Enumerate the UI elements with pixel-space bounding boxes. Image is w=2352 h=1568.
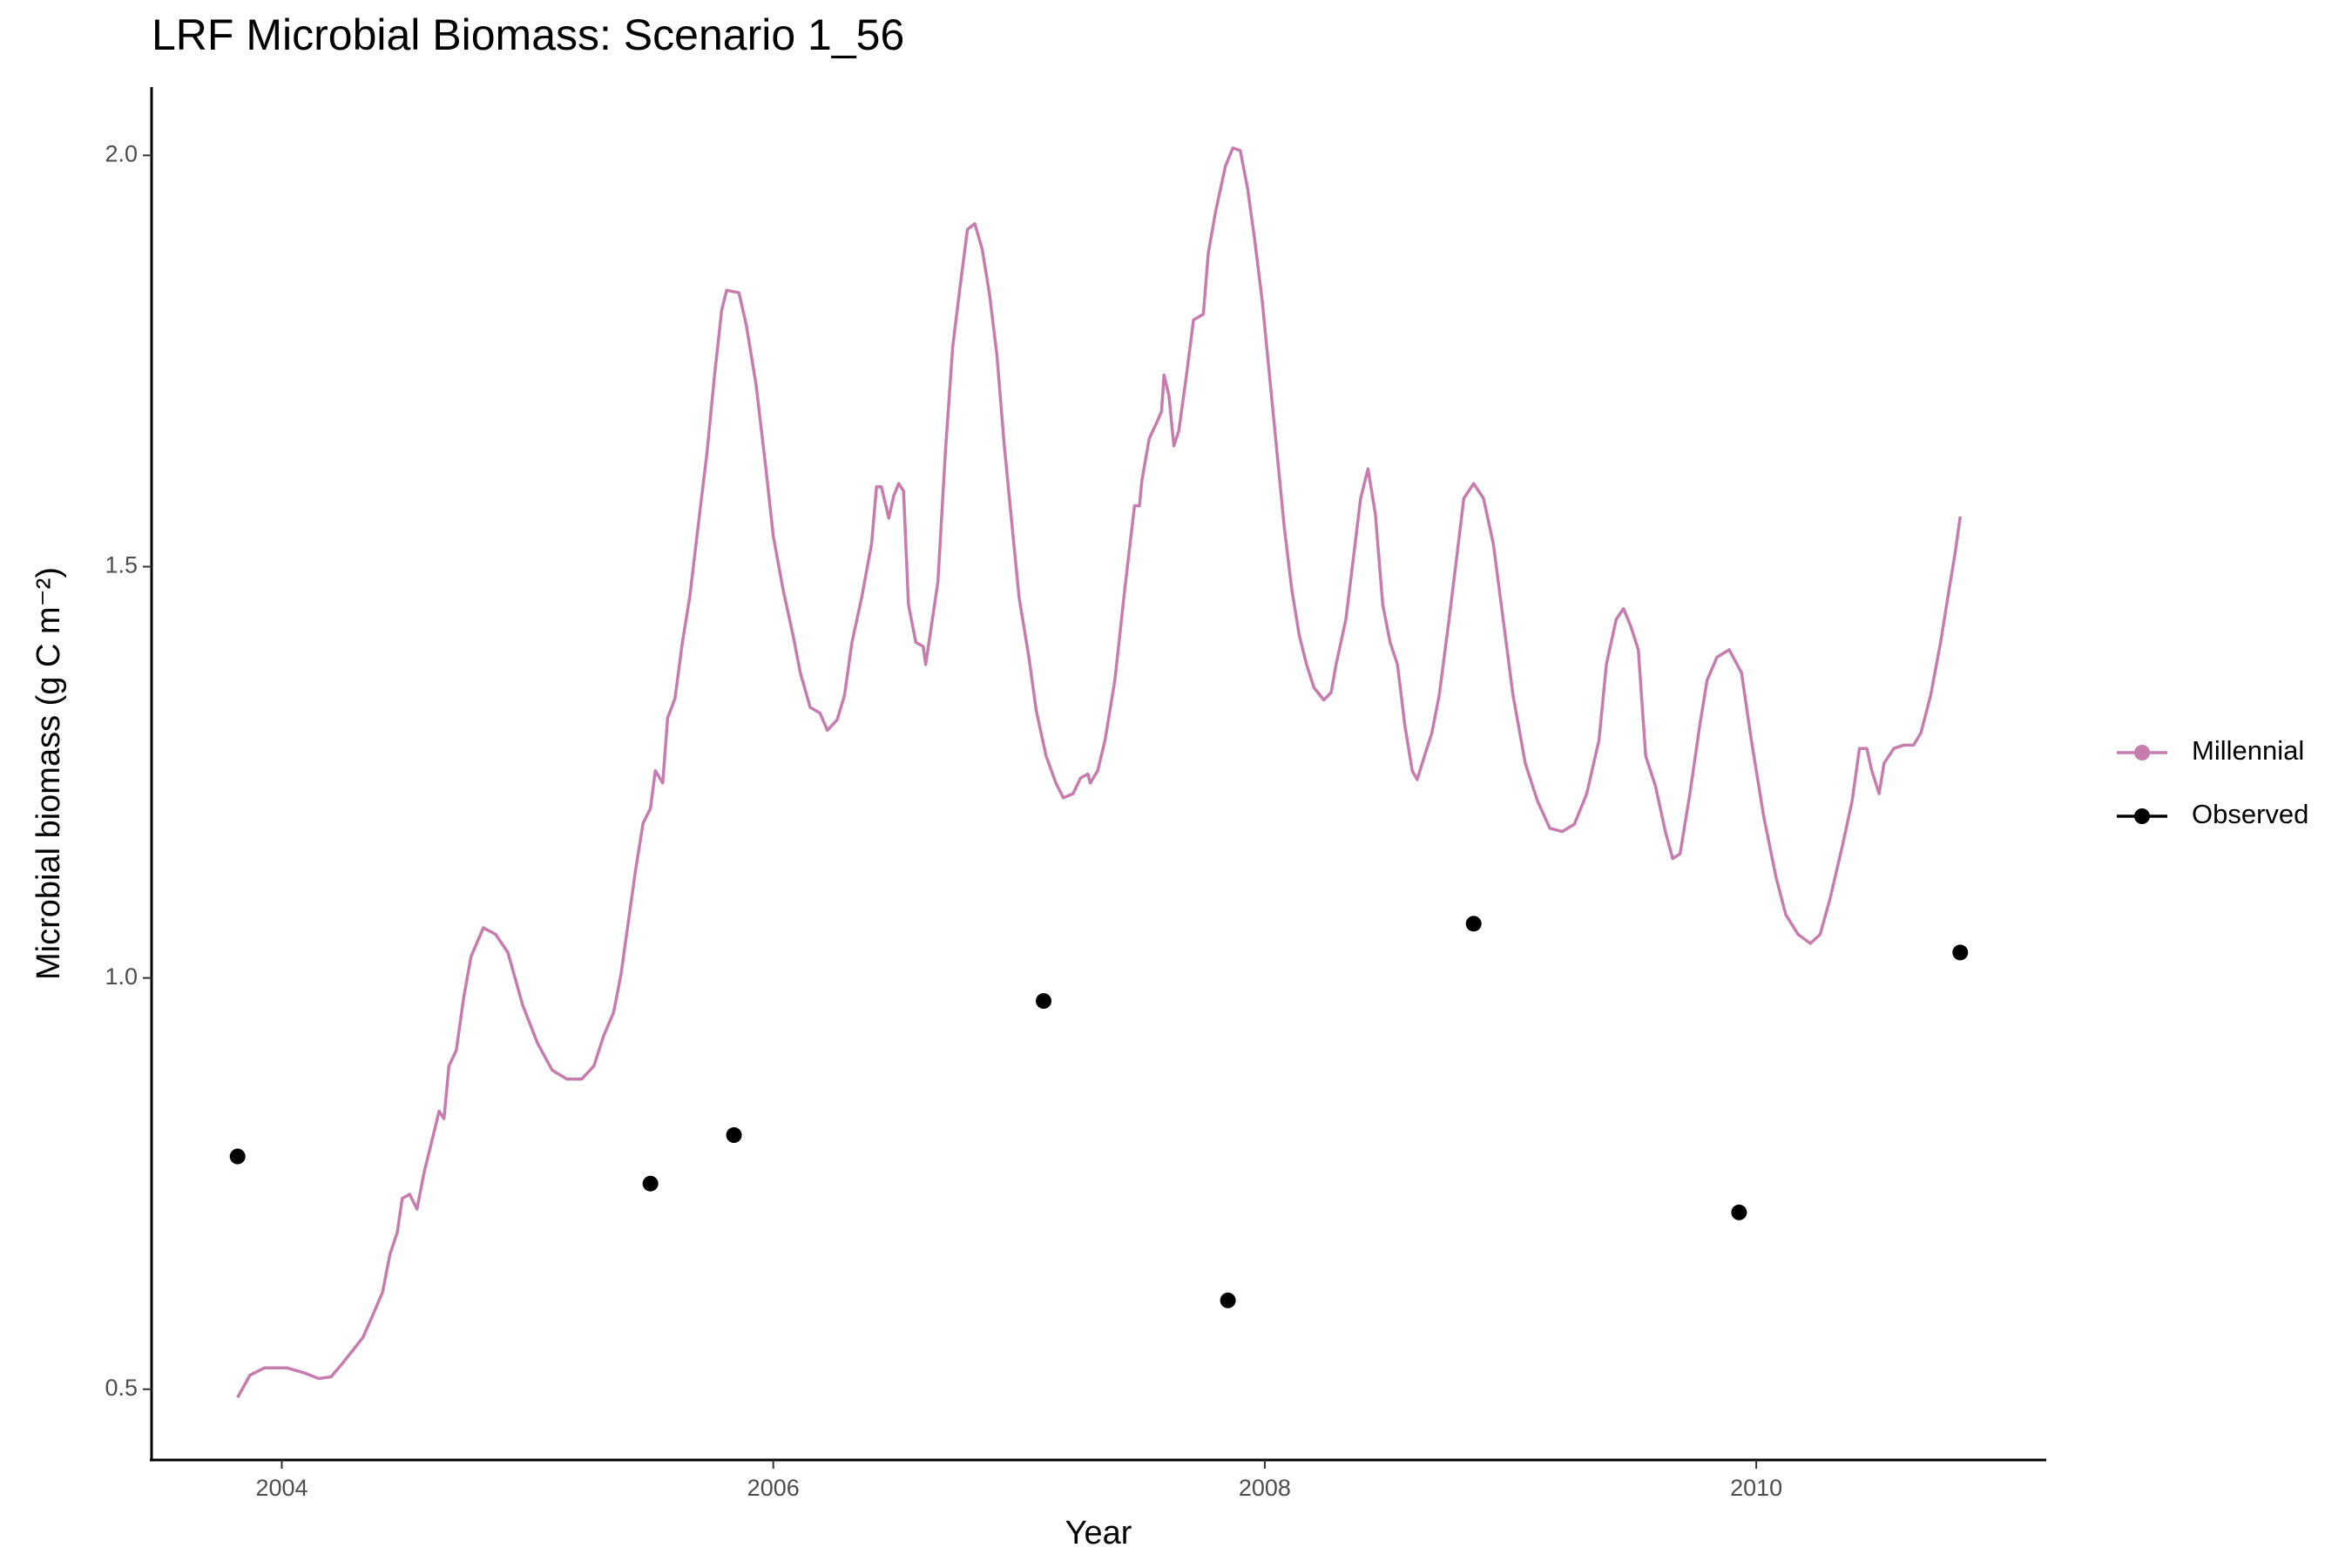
data-point [229, 1148, 246, 1165]
chart-title: LRF Microbial Biomass: Scenario 1_56 [152, 10, 904, 59]
legend-label: Millennial [2192, 735, 2304, 766]
legend-symbol-point [2134, 808, 2150, 824]
data-point [1731, 1204, 1747, 1220]
data-point [642, 1175, 659, 1192]
x-tick-label: 2006 [747, 1475, 800, 1501]
legend-label: Observed [2192, 799, 2308, 829]
legend-symbol-point [2134, 745, 2150, 760]
x-tick-label: 2004 [255, 1475, 308, 1501]
data-line [236, 146, 1962, 1399]
x-tick-label: 2010 [1730, 1475, 1782, 1501]
y-tick-label: 2.0 [105, 141, 138, 167]
y-tick-label: 1.0 [105, 963, 138, 990]
data-point [1036, 993, 1052, 1010]
y-axis-title: Microbial biomass (g C m⁻²) [30, 567, 67, 980]
y-tick-label: 1.5 [105, 552, 138, 578]
y-tick-label: 0.5 [105, 1375, 138, 1401]
x-axis-title: Year [1065, 1515, 1132, 1551]
data-point [1220, 1292, 1236, 1308]
data-point [726, 1127, 742, 1144]
data-point [1465, 916, 1482, 932]
data-point [1952, 944, 1969, 961]
x-tick-label: 2008 [1239, 1475, 1291, 1501]
